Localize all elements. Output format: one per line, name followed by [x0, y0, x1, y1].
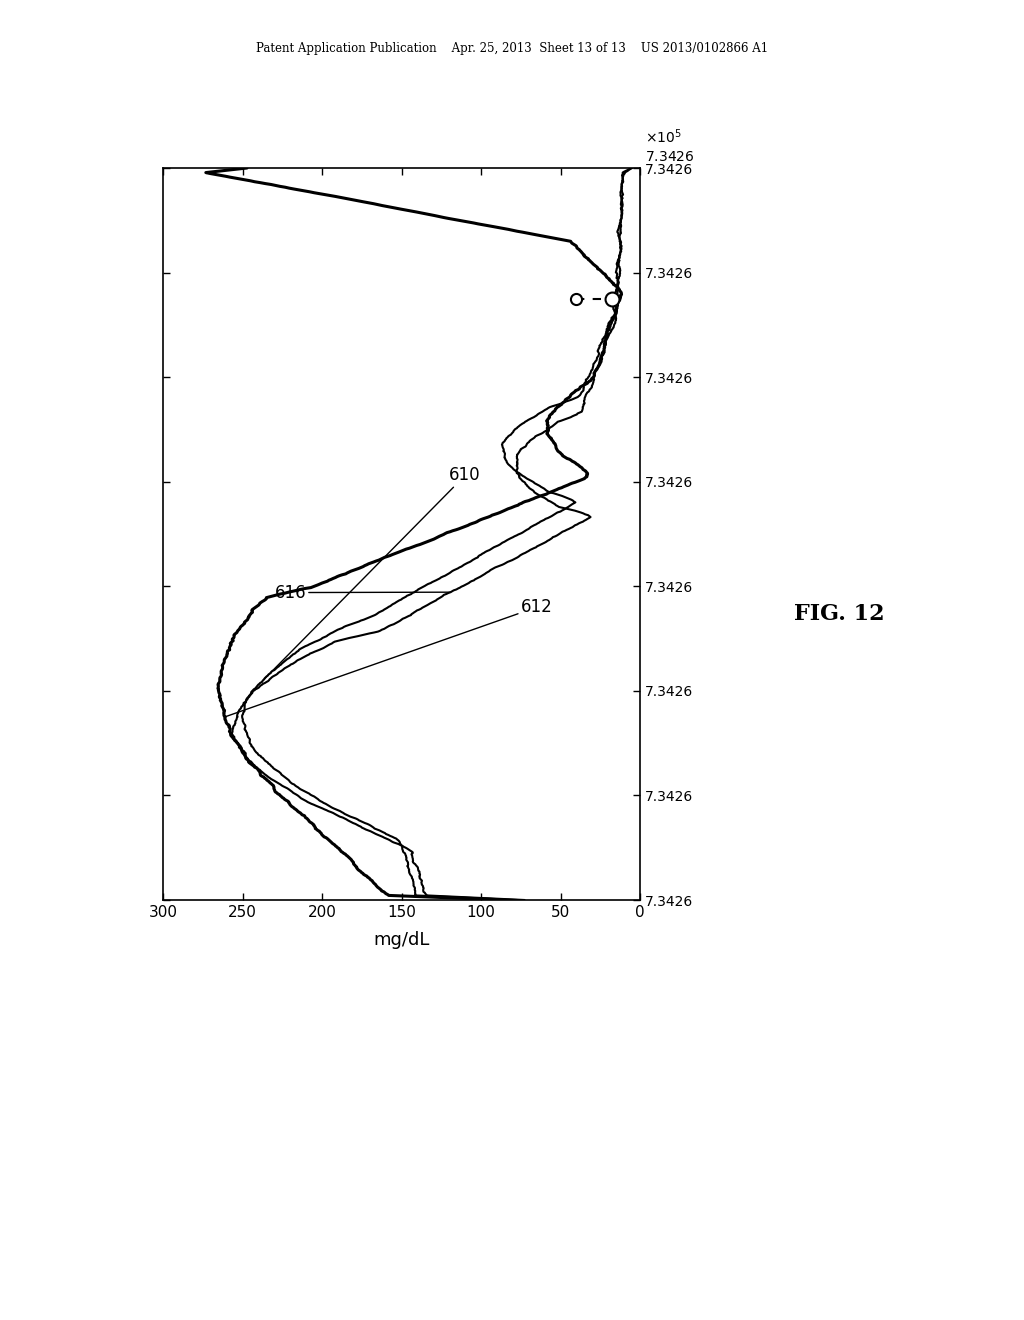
Text: FIG. 12: FIG. 12 [795, 603, 885, 624]
Text: $7.3426$: $7.3426$ [645, 150, 694, 164]
Text: Patent Application Publication    Apr. 25, 2013  Sheet 13 of 13    US 2013/01028: Patent Application Publication Apr. 25, … [256, 42, 768, 55]
Text: 610: 610 [263, 466, 481, 680]
Text: 612: 612 [225, 598, 553, 717]
X-axis label: mg/dL: mg/dL [374, 931, 430, 949]
Text: $\times 10^5$: $\times 10^5$ [645, 128, 682, 147]
Text: 616: 616 [274, 583, 451, 602]
